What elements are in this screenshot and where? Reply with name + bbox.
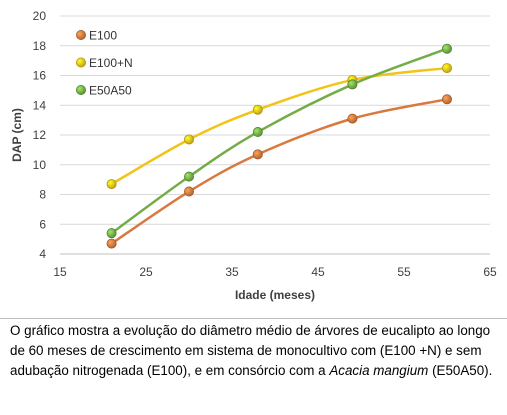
data-point bbox=[183, 134, 194, 145]
legend-label: E100+N bbox=[89, 56, 133, 70]
data-point bbox=[441, 94, 452, 105]
series-line-e50a50 bbox=[110, 47, 448, 235]
legend: E100 E100+N E50A50 bbox=[76, 29, 133, 98]
caption-text-end: (E50A50). bbox=[428, 363, 493, 378]
data-point bbox=[347, 79, 358, 90]
legend-label: E100 bbox=[89, 29, 117, 43]
tick-labels: 4 6 8 10 12 14 16 18 20 15 25 35 45 55 65 bbox=[33, 9, 497, 279]
data-point bbox=[252, 104, 263, 115]
data-point bbox=[252, 149, 263, 160]
x-tick-label: 45 bbox=[311, 265, 325, 279]
data-point bbox=[441, 43, 452, 54]
x-axis-title: Idade (meses) bbox=[235, 288, 315, 302]
legend-marker bbox=[76, 29, 87, 40]
y-tick-label: 6 bbox=[39, 217, 46, 231]
x-tick-label: 15 bbox=[53, 265, 67, 279]
caption-text: O gráfico mostra a evolução do diâmetro … bbox=[10, 323, 491, 378]
x-tick-label: 25 bbox=[139, 265, 153, 279]
x-tick-label: 55 bbox=[397, 265, 411, 279]
y-axis-title: DAP (cm) bbox=[10, 108, 24, 162]
x-tick-label: 65 bbox=[483, 265, 497, 279]
data-point bbox=[183, 186, 194, 197]
data-point bbox=[106, 238, 117, 249]
y-tick-label: 4 bbox=[39, 247, 46, 261]
data-point bbox=[441, 63, 452, 74]
chart-figure: 4 6 8 10 12 14 16 18 20 15 25 35 45 55 65 E100 E100+N E5… bbox=[10, 9, 497, 302]
data-point bbox=[183, 171, 194, 182]
caption-species-name: Acacia mangium bbox=[329, 363, 429, 378]
y-tick-label: 14 bbox=[33, 98, 47, 112]
x-tick-label: 35 bbox=[225, 265, 239, 279]
data-point bbox=[252, 127, 263, 138]
data-point bbox=[347, 113, 358, 124]
series-line-e100-n bbox=[110, 66, 448, 186]
y-tick-label: 20 bbox=[33, 9, 47, 23]
y-tick-label: 8 bbox=[39, 188, 46, 202]
divider bbox=[0, 318, 507, 319]
figure-caption: O gráfico mostra a evolução do diâmetro … bbox=[10, 321, 500, 381]
line-chart: 4 6 8 10 12 14 16 18 20 15 25 35 45 55 65 E100 E100+N E5… bbox=[10, 9, 497, 302]
data-point bbox=[106, 228, 117, 239]
y-tick-label: 12 bbox=[33, 128, 47, 142]
y-tick-label: 10 bbox=[33, 158, 47, 172]
legend-marker bbox=[76, 57, 87, 68]
legend-marker bbox=[76, 85, 87, 96]
y-tick-label: 18 bbox=[33, 39, 47, 53]
data-point bbox=[106, 179, 117, 190]
gridlines bbox=[60, 15, 490, 255]
y-tick-label: 16 bbox=[33, 69, 47, 83]
legend-label: E50A50 bbox=[89, 84, 132, 98]
plot-area bbox=[106, 43, 452, 249]
